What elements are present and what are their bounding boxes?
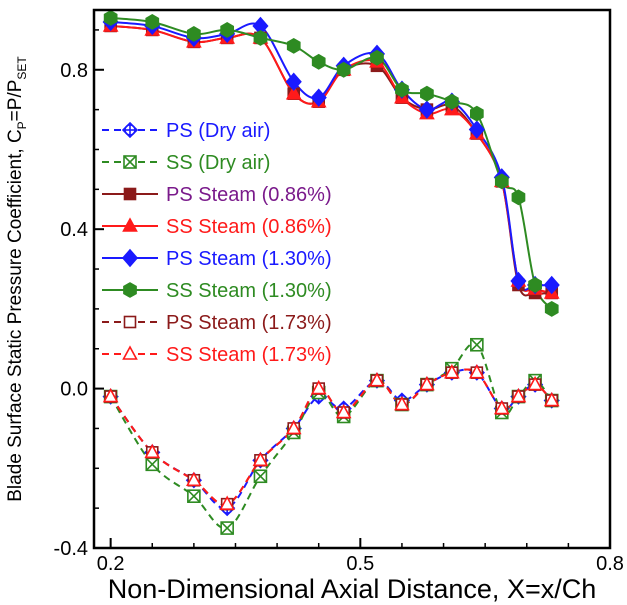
data-point-series-8: [252, 451, 269, 467]
legend: PS (Dry air) SS (Dry air) PS Steam (0.86%)…: [102, 120, 332, 366]
data-point-series-8: [444, 363, 460, 379]
data-point-series-2: [220, 521, 234, 535]
data-point-series-8: [419, 375, 435, 391]
legend-marker: [121, 121, 139, 139]
series-lines-layer: [109, 16, 553, 530]
data-point-series-8: [186, 471, 202, 487]
data-point-series-6: [286, 37, 301, 54]
data-point-series-6: [544, 300, 559, 317]
legend-label: PS Steam (1.30%): [166, 248, 332, 270]
data-point-series-8: [285, 419, 302, 435]
data-point-series-8: [144, 443, 161, 459]
y-axis-title-sub-set: SET: [15, 56, 29, 80]
data-point-series-2: [145, 457, 160, 472]
data-point-series-8: [369, 371, 385, 387]
data-point-series-2: [470, 337, 484, 352]
legend-label: PS (Dry air): [166, 120, 270, 142]
data-point-series-6: [469, 105, 484, 122]
data-point-series-6: [103, 10, 118, 26]
series-line-2: [109, 342, 553, 530]
legend-marker: [122, 217, 138, 232]
y-axis-title-sub-p: P: [15, 121, 29, 129]
data-point-series-6: [445, 93, 459, 110]
legend-label: PS Steam (1.73%): [166, 312, 332, 334]
legend-marker: [123, 187, 137, 201]
data-point-series-6: [420, 85, 434, 102]
y-tick-label: 0.0: [60, 379, 88, 401]
data-point-series-6: [336, 61, 351, 78]
data-point-series-8: [310, 379, 327, 395]
legend-label: SS Steam (0.86%): [166, 216, 332, 238]
data-point-series-6: [494, 173, 509, 190]
x-tick-label: 0.2: [97, 553, 125, 575]
legend-marker: [123, 315, 137, 329]
data-point-series-5: [418, 100, 435, 119]
svg-text:Blade Surface Static Pressure: Blade Surface Static Pressure Coefficien…: [5, 56, 29, 502]
legend-marker: [123, 155, 137, 169]
y-axis-title-mid: =P/P: [5, 80, 26, 122]
legend-label: SS (Dry air): [166, 152, 270, 174]
data-point-series-6: [220, 22, 235, 38]
data-point-series-6: [311, 53, 326, 70]
data-point-series-8: [394, 395, 410, 411]
data-point-series-6: [253, 29, 268, 46]
data-point-series-5: [285, 72, 302, 91]
data-point-series-5: [510, 271, 527, 291]
data-point-series-6: [370, 49, 384, 66]
x-axis-title: Non-Dimensional Axial Distance, X=x/Ch: [108, 574, 596, 604]
data-point-series-5: [543, 275, 560, 295]
legend-marker: [122, 345, 138, 360]
data-point-series-2: [253, 469, 268, 484]
legend-label: PS Steam (0.86%): [166, 184, 332, 206]
axis-ticks: [94, 29, 611, 549]
legend-label: SS Steam (1.73%): [166, 344, 332, 366]
y-tick-label: -0.4: [54, 538, 88, 560]
data-point-series-8: [543, 391, 560, 407]
legend-marker: [121, 248, 139, 268]
data-point-series-8: [335, 403, 352, 419]
x-tick-label: 0.8: [596, 553, 624, 575]
data-point-series-6: [187, 25, 201, 42]
y-axis-title-main: Blade Surface Static Pressure Coefficien…: [5, 129, 26, 501]
y-tick-label: 0.4: [60, 219, 88, 241]
data-point-series-8: [468, 363, 485, 379]
data-point-series-8: [527, 375, 543, 391]
data-point-series-5: [468, 120, 485, 139]
data-point-series-8: [102, 387, 119, 403]
series-line-1: [109, 368, 553, 510]
axis-tick-labels: 0.2 0.5 0.8 -0.4 0.0 0.4 0.8: [54, 60, 624, 575]
data-point-series-6: [511, 189, 526, 206]
series-markers-layer: [102, 10, 560, 535]
data-point-series-6: [145, 14, 160, 30]
plot-frame: [92, 8, 612, 550]
data-point-series-4: [285, 85, 302, 100]
data-point-series-6: [528, 277, 542, 293]
legend-label: SS Steam (1.30%): [166, 280, 332, 302]
data-point-series-8: [219, 495, 236, 510]
data-point-series-2: [187, 489, 201, 503]
legend-marker: [123, 282, 137, 298]
y-tick-label: 0.8: [60, 60, 88, 82]
data-point-series-8: [493, 399, 510, 415]
data-point-series-6: [395, 81, 409, 98]
x-tick-label: 0.5: [346, 553, 374, 575]
data-point-series-5: [310, 88, 327, 107]
y-axis-title: Blade Surface Static Pressure Coefficien…: [5, 56, 29, 502]
data-point-series-8: [510, 387, 527, 403]
